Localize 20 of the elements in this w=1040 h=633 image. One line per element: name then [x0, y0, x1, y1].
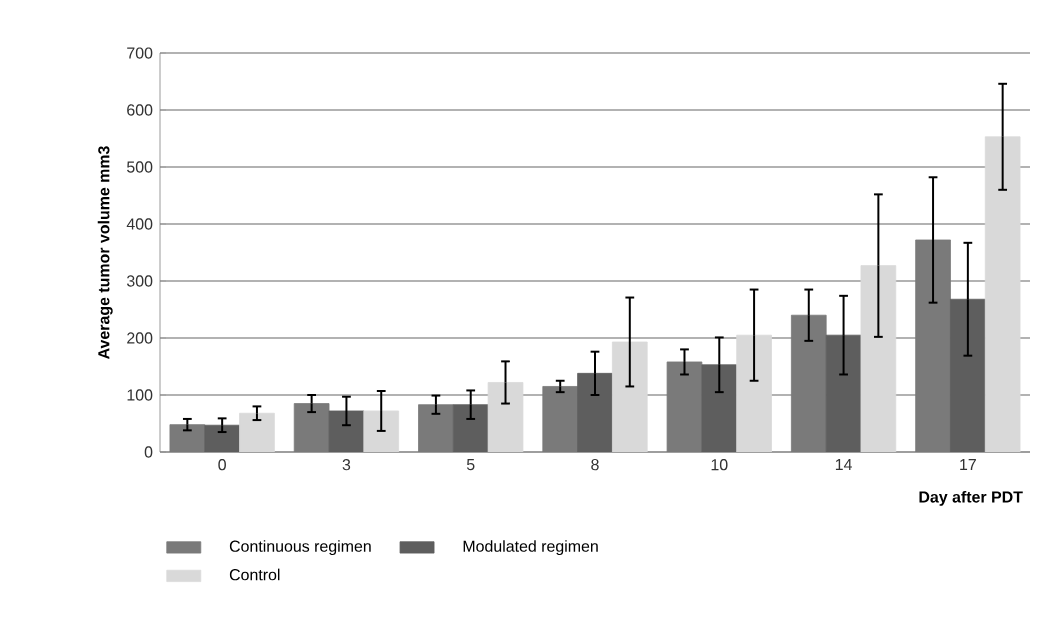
x-tick-label: 3: [342, 459, 351, 471]
x-tick-label: 17: [960, 459, 976, 471]
y-tick-label: 400: [126, 218, 153, 230]
x-tick-label: 10: [711, 459, 728, 471]
y-axis-title: Average tumor volume mm3: [97, 146, 113, 359]
legend-label: Modulated regimen: [463, 540, 598, 556]
y-tick-label: 500: [126, 161, 153, 173]
y-tick-label: 100: [127, 389, 153, 401]
x-tick-label: 0: [218, 459, 226, 471]
y-tick-label: 300: [126, 275, 153, 287]
y-tick-label: 700: [127, 47, 153, 59]
y-tick-label: 0: [144, 446, 153, 458]
x-tick-label: 8: [591, 459, 599, 471]
legend-label: Continuous regimen: [229, 540, 371, 556]
x-tick-label: 5: [466, 459, 475, 471]
y-tick-label: 600: [127, 104, 153, 116]
y-tick-label: 200: [127, 332, 153, 344]
x-tick-label: 14: [835, 459, 852, 471]
legend-label: Control: [229, 568, 280, 581]
x-axis-title: Day after PDT: [919, 490, 1023, 506]
